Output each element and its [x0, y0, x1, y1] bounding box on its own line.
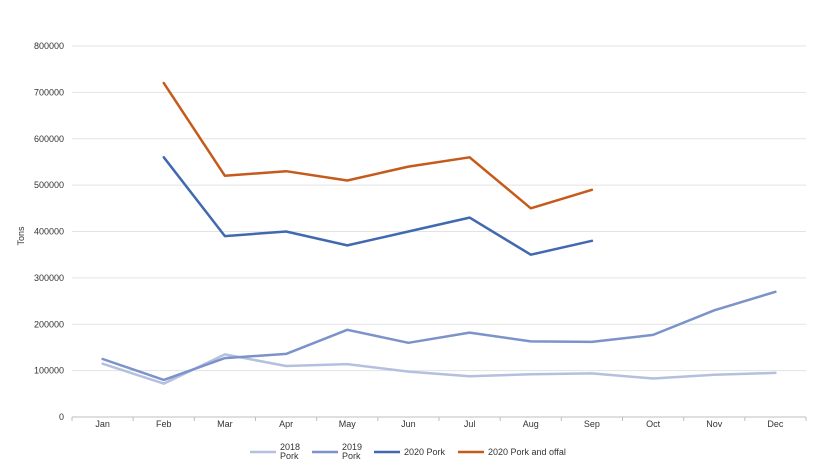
x-tick-label: Aug: [523, 419, 539, 429]
x-tick-label: Jul: [464, 419, 476, 429]
legend-label: Pork: [342, 451, 361, 461]
series-lines: [101, 81, 777, 385]
y-tick-labels: 0 100000 200000 300000 400000 500000 600000 700…: [34, 41, 64, 422]
y-axis-label: Tons: [16, 226, 26, 246]
series-line-2: [162, 156, 594, 256]
y-tick-label: 300000: [34, 273, 64, 283]
x-tick-label: May: [339, 419, 357, 429]
x-tick-label: Sep: [584, 419, 600, 429]
y-tick-label: 0: [59, 412, 64, 422]
legend-item: 2020 Pork: [374, 447, 446, 457]
y-tick-label: 700000: [34, 87, 64, 97]
legend-label: Pork: [280, 451, 299, 461]
y-tick-label: 800000: [34, 41, 64, 51]
y-tick-label: 200000: [34, 319, 64, 329]
series-line-0: [101, 353, 777, 385]
x-tick-label: Mar: [217, 419, 233, 429]
x-tick-labels: Jan Feb Mar Apr May Jun Jul Aug Sep Oct Nov Dec: [71, 417, 807, 429]
series-line-3: [162, 81, 594, 210]
legend-label: 2019: [342, 442, 362, 452]
x-tick-label: Dec: [767, 419, 784, 429]
legend-label: 2020 Pork and offal: [488, 447, 566, 457]
x-tick-label: Nov: [706, 419, 723, 429]
y-tick-label: 100000: [34, 366, 64, 376]
x-tick-label: Jan: [95, 419, 110, 429]
legend-label: 2018: [280, 442, 300, 452]
gridlines: [72, 45, 806, 372]
x-tick-label: Feb: [156, 419, 172, 429]
y-tick-label: 500000: [34, 180, 64, 190]
y-tick-label: 400000: [34, 227, 64, 237]
x-tick-label: Apr: [279, 419, 293, 429]
x-tick-label: Jun: [401, 419, 416, 429]
legend-label: 2020 Pork: [404, 447, 446, 457]
x-tick-label: Oct: [646, 419, 661, 429]
legend-item: 2020 Pork and offal: [458, 447, 566, 457]
y-tick-label: 600000: [34, 134, 64, 144]
series-line-1: [101, 290, 777, 382]
